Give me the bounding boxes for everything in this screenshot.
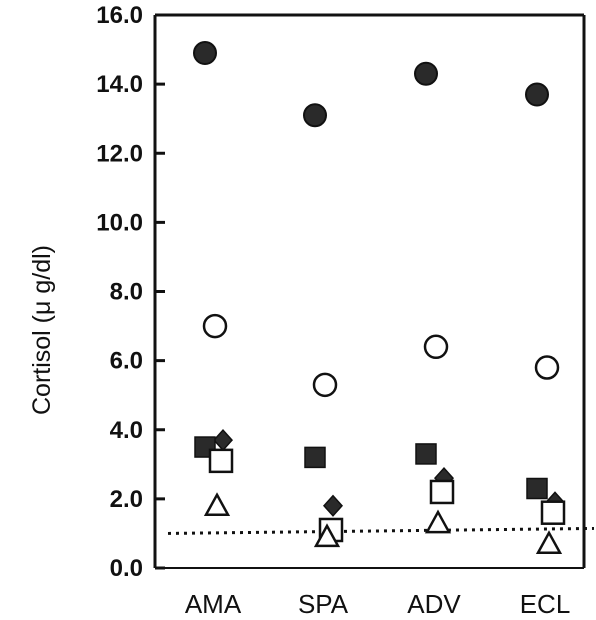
open-circle-point bbox=[423, 334, 449, 360]
filled-square-point bbox=[415, 443, 437, 465]
y-tick-label: 12.0 bbox=[96, 140, 143, 167]
x-category-label: SPA bbox=[298, 589, 349, 619]
open-square-point bbox=[208, 448, 234, 474]
filled-diamond-point bbox=[212, 428, 234, 452]
filled-square-point bbox=[304, 446, 326, 469]
y-axis-ticks: 0.0 2.0 4.0 6.0 8.0 10.0 12.0 14.0 16.0 bbox=[96, 2, 165, 582]
open-circle-point bbox=[202, 313, 228, 339]
filled-circle-point bbox=[525, 82, 549, 107]
filled-square-point bbox=[526, 477, 548, 500]
x-category-label: AMA bbox=[185, 589, 242, 619]
y-tick-label: 10.0 bbox=[96, 209, 143, 236]
y-tick-label: 6.0 bbox=[110, 348, 143, 375]
open-circle-point bbox=[534, 355, 560, 380]
data-markers bbox=[193, 41, 566, 555]
plot-frame bbox=[153, 13, 586, 569]
detection-limit-dotted-line bbox=[167, 526, 595, 535]
open-circle-point bbox=[312, 372, 338, 398]
y-tick-label: 0.0 bbox=[110, 555, 143, 582]
y-tick-label: 14.0 bbox=[96, 71, 143, 98]
x-category-label: ADV bbox=[407, 589, 461, 619]
y-axis-title: Cortisol (μ g/dl) bbox=[28, 245, 56, 415]
open-square-point bbox=[429, 479, 455, 505]
y-tick-label: 4.0 bbox=[110, 417, 143, 444]
filled-circle-point bbox=[193, 41, 217, 66]
filled-circle-point bbox=[303, 103, 327, 128]
y-tick-label: 16.0 bbox=[96, 2, 143, 29]
reference-line bbox=[167, 526, 595, 535]
open-triangle-point bbox=[203, 492, 231, 517]
x-axis-categories: AMA SPA ADV ECL bbox=[185, 589, 570, 619]
filled-circle-point bbox=[414, 61, 438, 86]
y-tick-label: 2.0 bbox=[110, 486, 143, 513]
open-square-point bbox=[540, 500, 566, 525]
open-triangle-point bbox=[313, 523, 341, 548]
open-triangle-point bbox=[424, 509, 452, 534]
open-triangle-point bbox=[535, 530, 563, 555]
x-category-label: ECL bbox=[520, 589, 571, 619]
filled-diamond-point bbox=[322, 494, 344, 517]
y-tick-label: 8.0 bbox=[110, 279, 143, 306]
